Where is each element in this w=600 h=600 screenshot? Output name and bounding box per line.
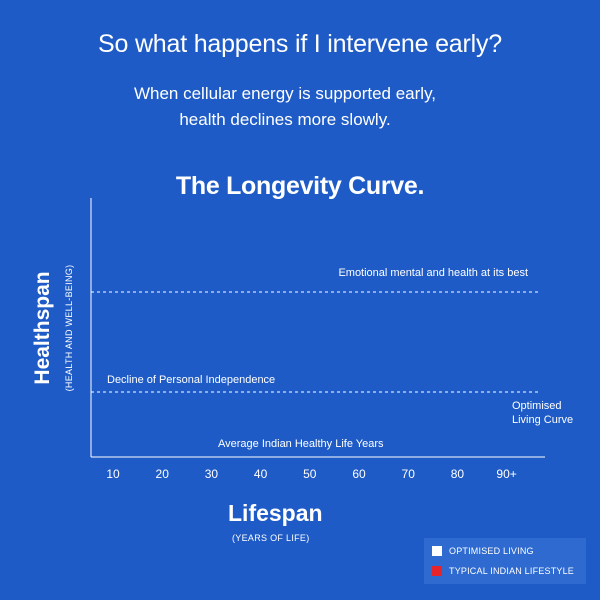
chart-title: The Longevity Curve. [175, 172, 425, 200]
annotation-optimised-line1: Optimised [512, 400, 562, 412]
x-tick-label: 30 [205, 467, 219, 481]
reference-label-personal-independence: Decline of Personal Independence [107, 374, 275, 386]
x-tick-label: 50 [303, 467, 317, 481]
x-tick-label: 20 [156, 467, 170, 481]
subline-1: When cellular energy is supported early, [133, 84, 437, 103]
x-axis-label: Lifespan [228, 500, 323, 526]
x-tick-labels: 10 20 30 40 50 60 70 80 90+ [106, 467, 516, 481]
x-tick-label: 70 [402, 467, 416, 481]
x-axis-sublabel: (YEARS OF LIFE) [232, 533, 310, 543]
subline-2: health declines more slowly. [179, 110, 391, 129]
legend-swatch-optimised [432, 546, 442, 556]
x-tick-label: 90+ [496, 467, 516, 481]
legend-item-optimised: OPTIMISED LIVING [432, 546, 534, 556]
x-tick-label: 60 [352, 467, 366, 481]
y-axis-label: Healthspan [31, 271, 54, 385]
annotation-optimised-line2: Living Curve [512, 414, 573, 426]
legend-swatch-typical [432, 566, 442, 576]
headline: So what happens if I intervene early? [98, 30, 502, 58]
legend-label-optimised: OPTIMISED LIVING [449, 546, 534, 556]
x-tick-label: 40 [254, 467, 268, 481]
x-tick-label: 10 [106, 467, 120, 481]
legend: OPTIMISED LIVING TYPICAL INDIAN LIFESTYL… [424, 538, 586, 584]
legend-label-typical: TYPICAL INDIAN LIFESTYLE [449, 566, 574, 576]
annotation-average-healthy-years: Average Indian Healthy Life Years [218, 438, 384, 450]
reference-label-best-health: Emotional mental and health at its best [338, 267, 528, 279]
x-tick-label: 80 [451, 467, 465, 481]
y-axis-sublabel: (HEALTH AND WELL-BEING) [64, 264, 74, 392]
legend-item-typical: TYPICAL INDIAN LIFESTYLE [432, 566, 574, 576]
